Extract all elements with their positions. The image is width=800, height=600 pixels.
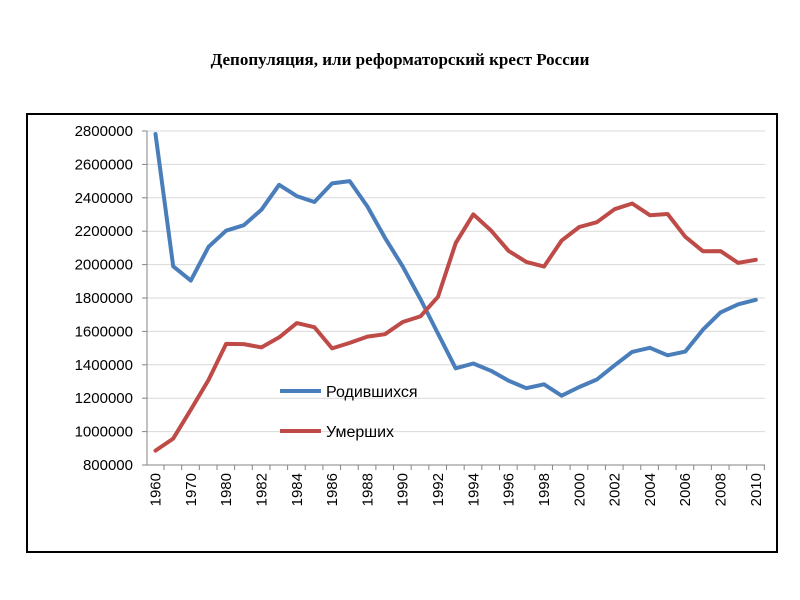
x-tick-label: 1984 — [289, 473, 306, 506]
legend: Родившихся Умерших — [280, 384, 418, 441]
x-tick-label: 1970 — [183, 473, 200, 506]
x-tick-label: 1980 — [218, 473, 235, 506]
series-line-deaths — [153, 201, 758, 453]
x-tick-label: 1998 — [536, 473, 553, 506]
gridlines — [147, 130, 765, 433]
y-tick-label: 1800000 — [75, 290, 133, 307]
x-tick-label: 2002 — [607, 473, 624, 506]
x-tick-label: 2008 — [713, 473, 730, 506]
y-tick-label: 2800000 — [75, 123, 133, 140]
x-tick-label: 1990 — [395, 473, 412, 506]
chart-area — [26, 113, 778, 553]
chart-title: Депопуляция, или реформаторский крест Ро… — [210, 50, 590, 69]
axes — [142, 130, 765, 470]
y-tick-label: 2000000 — [75, 257, 133, 274]
x-tick-label: 1982 — [253, 473, 270, 506]
y-tick-label: 1400000 — [75, 357, 133, 374]
x-tick-label: 1996 — [501, 473, 518, 506]
x-tick-label: 1992 — [430, 473, 447, 506]
y-tick-label: 1000000 — [75, 424, 133, 441]
x-tick-label: 1960 — [148, 473, 165, 506]
x-tick-label: 2000 — [571, 473, 588, 506]
y-tick-label: 1600000 — [75, 323, 133, 340]
series-line-births — [153, 132, 758, 398]
series-lines — [153, 132, 758, 453]
x-tick-label: 2006 — [677, 473, 694, 506]
y-tick-label: 2200000 — [75, 223, 133, 240]
legend-label: Умерших — [326, 424, 394, 441]
x-tick-label: 1988 — [359, 473, 376, 506]
x-tick-label: 2010 — [748, 473, 765, 506]
y-tick-label: 2400000 — [75, 190, 133, 207]
y-tick-label: 800000 — [83, 457, 133, 474]
y-tick-label: 1200000 — [75, 390, 133, 407]
legend-label: Родившихся — [326, 384, 418, 401]
x-tick-label: 1994 — [465, 473, 482, 506]
x-axis-tick-labels: 1960 1970 1980 1982 1984 1986 1988 1990 1992 1994… — [148, 473, 765, 506]
x-tick-label: 1986 — [324, 473, 341, 506]
x-tick-label: 2004 — [642, 473, 659, 506]
y-tick-label: 2600000 — [75, 156, 133, 173]
y-axis-tick-labels: 800000 1000000 1200000 1400000 1600000 180000… — [75, 123, 133, 474]
